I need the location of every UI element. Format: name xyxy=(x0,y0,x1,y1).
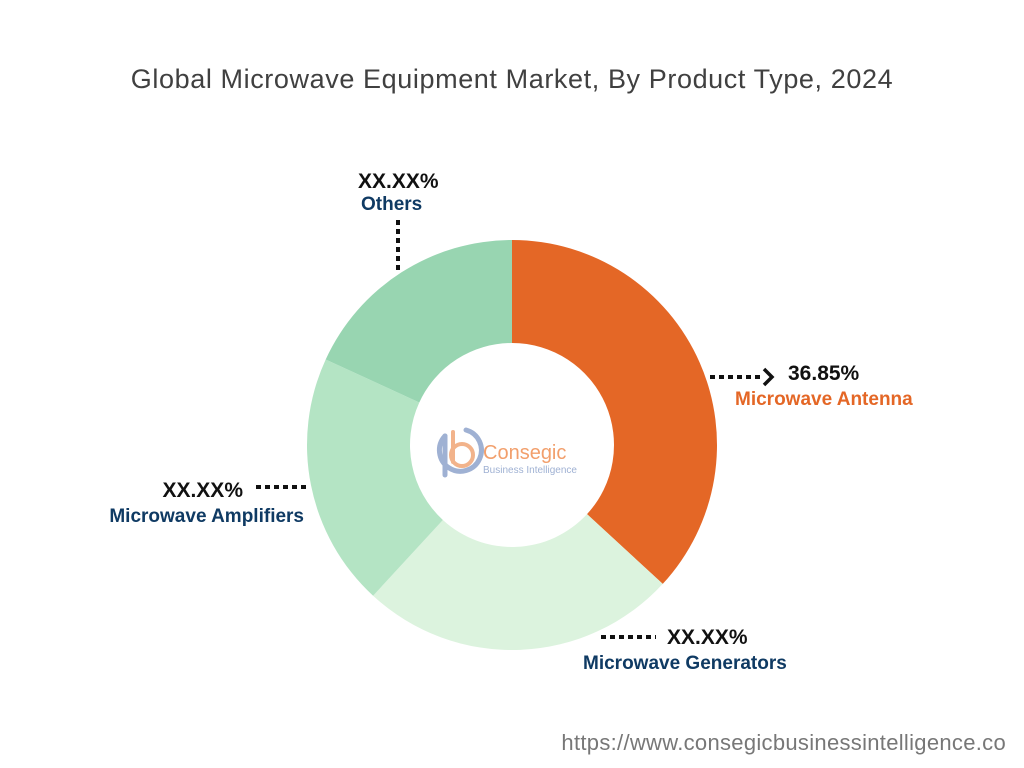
slice-label-name: Microwave Amplifiers xyxy=(109,506,304,527)
slice-others xyxy=(325,240,512,403)
slice-label-name: Microwave Generators xyxy=(583,653,787,674)
logo-tagline-text: Business Intelligence xyxy=(483,465,577,476)
consegic-logo: Consegic Business Intelligence xyxy=(436,427,577,478)
source-url: https://www.consegicbusinessintelligence… xyxy=(561,730,1006,755)
slice-microwave-antenna xyxy=(512,240,717,584)
logo-brand-text: Consegic xyxy=(483,442,566,464)
annotation-microwave-amplifiers: XX.XX% Microwave Amplifiers xyxy=(109,479,308,527)
slice-microwave-amplifiers xyxy=(307,359,443,596)
arrow-right-icon xyxy=(762,367,775,387)
donut-slices xyxy=(307,240,717,650)
consegic-logo-mark-icon xyxy=(436,427,484,478)
annotation-microwave-antenna: 36.85% Microwave Antenna xyxy=(710,362,913,410)
annotation-microwave-generators: XX.XX% Microwave Generators xyxy=(583,626,787,674)
slice-label-value: 36.85% xyxy=(788,362,860,385)
chart-title: Global Microwave Equipment Market, By Pr… xyxy=(130,64,894,94)
slice-label-name: Others xyxy=(361,194,422,215)
slice-label-value: XX.XX% xyxy=(162,479,243,502)
annotation-others: XX.XX% Others xyxy=(358,170,439,272)
slice-label-name: Microwave Antenna xyxy=(735,389,913,410)
slice-label-value: XX.XX% xyxy=(358,170,439,193)
slice-microwave-generators xyxy=(373,514,663,650)
slice-label-value: XX.XX% xyxy=(667,626,748,649)
